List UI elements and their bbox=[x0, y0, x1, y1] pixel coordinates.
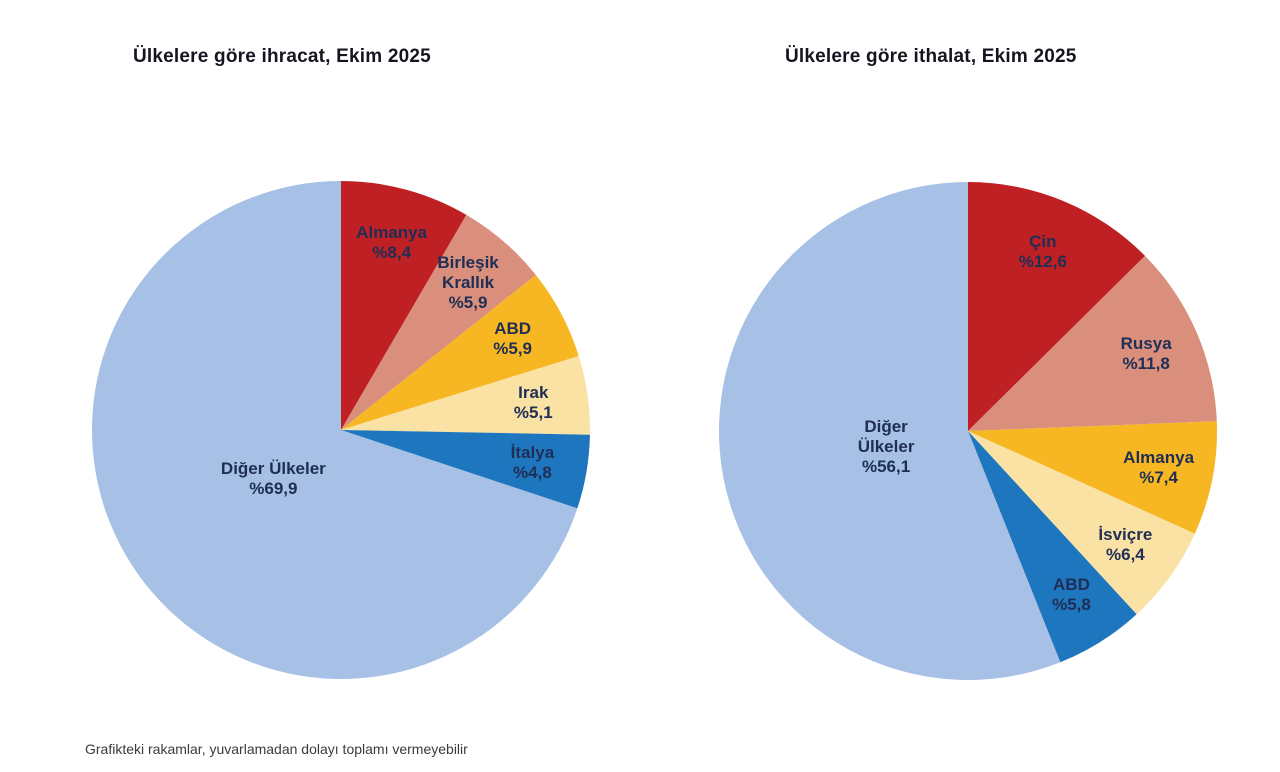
pie-slice-abd bbox=[341, 274, 579, 430]
import-pie-chart: Çin %12,6 Rusya %11,8 Almanya %7,4 İsviçre %6,4… bbox=[718, 181, 1218, 681]
export-chart-title: Ülkelere göre ihracat, Ekim 2025 bbox=[133, 46, 431, 67]
pie-slice-diger-ulkeler bbox=[91, 181, 578, 679]
pie-slice-cin bbox=[968, 182, 1146, 431]
pie-slice-almanya bbox=[968, 421, 1218, 534]
import-pie-svg bbox=[718, 182, 1218, 680]
pie-slice-birlesik-krallik bbox=[341, 214, 536, 430]
pie-slice-almanya bbox=[341, 181, 467, 430]
pie-slice-isvicre bbox=[968, 431, 1195, 615]
rounding-footnote: Grafikteki rakamlar, yuvarlamadan dolayı… bbox=[85, 741, 468, 757]
export-pie-chart: Almanya %8,4 Birleşik Krallık %5,9 ABD %5,9 Ira… bbox=[91, 180, 591, 680]
pie-slice-diger-ulkeler bbox=[718, 182, 1061, 680]
export-pie-svg bbox=[91, 181, 591, 679]
pie-slice-irak bbox=[341, 356, 591, 435]
pie-slice-abd bbox=[968, 431, 1137, 663]
import-chart-title: Ülkelere göre ithalat, Ekim 2025 bbox=[785, 46, 1077, 67]
pie-slice-italya bbox=[341, 430, 590, 509]
pie-slice-rusya bbox=[968, 255, 1217, 431]
